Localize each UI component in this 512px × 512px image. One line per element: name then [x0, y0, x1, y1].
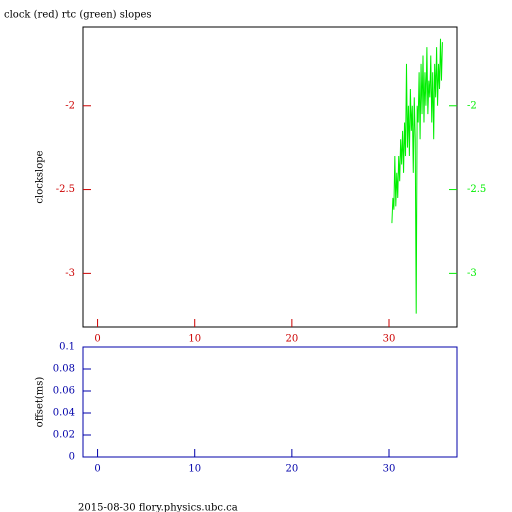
y-tick-label: -2	[65, 100, 75, 111]
x-tick-label: 30	[383, 464, 396, 475]
x-tick-label: 10	[188, 464, 201, 475]
x-tick-label: 30	[383, 334, 396, 345]
x-tick-label: 10	[188, 334, 201, 345]
y2-tick-label: -3	[467, 268, 477, 279]
plot-frame	[82, 26, 458, 328]
footer: 2015-08-30 flory.physics.ubc.ca	[78, 503, 238, 512]
y-axis-label: clockslope	[35, 150, 46, 203]
data-line	[391, 38, 443, 314]
y-tick-label: 0.02	[53, 430, 75, 441]
y-tick-label: -3	[65, 268, 75, 279]
x-tick-label: 0	[94, 464, 100, 475]
y-axis-label: offset(ms)	[35, 377, 46, 428]
y-tick-label: 0	[69, 452, 75, 463]
y-tick-label: 0.1	[59, 342, 75, 353]
x-tick-label: 20	[285, 464, 298, 475]
y-tick-label: 0.08	[53, 364, 75, 375]
plot-frame	[82, 346, 458, 458]
x-tick-label: 20	[285, 334, 298, 345]
chart-title: clock (red) rtc (green) slopes	[4, 10, 152, 21]
y-tick-label: 0.06	[53, 386, 75, 397]
y2-tick-label: -2	[467, 100, 477, 111]
y-tick-label: -2.5	[56, 184, 75, 195]
x-tick-label: 0	[94, 334, 100, 345]
y2-tick-label: -2.5	[467, 184, 486, 195]
y-tick-label: 0.04	[53, 408, 75, 419]
